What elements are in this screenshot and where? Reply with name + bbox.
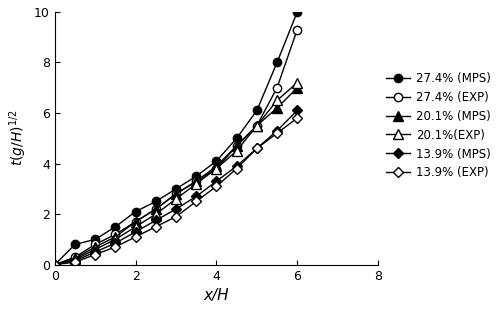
20.1% (MPS): [294, 86, 300, 90]
13.9% (EXP): [254, 147, 260, 150]
13.9% (MPS): [214, 179, 220, 183]
13.9% (MPS): [193, 195, 199, 198]
20.1%(EXP): [214, 167, 220, 170]
20.1%(EXP): [274, 99, 280, 102]
Line: 13.9% (EXP): 13.9% (EXP): [52, 115, 300, 268]
13.9% (EXP): [274, 131, 280, 135]
13.9% (MPS): [52, 263, 58, 267]
27.4% (EXP): [274, 86, 280, 90]
20.1%(EXP): [132, 225, 138, 228]
27.4% (MPS): [153, 200, 159, 203]
27.4% (EXP): [72, 255, 78, 259]
Y-axis label: $t(g/H)^{1/2}$: $t(g/H)^{1/2}$: [7, 110, 28, 166]
13.9% (EXP): [234, 167, 239, 170]
27.4% (MPS): [92, 237, 98, 241]
13.9% (EXP): [112, 245, 118, 249]
27.4% (MPS): [294, 10, 300, 14]
13.9% (MPS): [254, 147, 260, 150]
27.4% (EXP): [234, 144, 239, 148]
13.9% (EXP): [72, 260, 78, 264]
13.9% (MPS): [72, 259, 78, 263]
27.4% (MPS): [234, 136, 239, 140]
13.9% (MPS): [294, 108, 300, 112]
27.4% (MPS): [274, 61, 280, 64]
27.4% (MPS): [72, 242, 78, 246]
20.1%(EXP): [153, 212, 159, 216]
20.1%(EXP): [193, 182, 199, 186]
Line: 20.1% (MPS): 20.1% (MPS): [50, 83, 302, 269]
27.4% (MPS): [193, 174, 199, 178]
20.1%(EXP): [254, 124, 260, 127]
20.1%(EXP): [234, 149, 239, 153]
20.1% (MPS): [92, 245, 98, 249]
27.4% (EXP): [214, 167, 220, 170]
20.1% (MPS): [193, 179, 199, 183]
13.9% (MPS): [132, 230, 138, 234]
20.1% (MPS): [234, 144, 239, 148]
13.9% (EXP): [214, 184, 220, 188]
13.9% (EXP): [132, 235, 138, 239]
27.4% (EXP): [132, 220, 138, 224]
Line: 20.1%(EXP): 20.1%(EXP): [50, 78, 302, 269]
20.1% (MPS): [132, 220, 138, 224]
13.9% (MPS): [234, 164, 239, 168]
13.9% (EXP): [153, 225, 159, 228]
27.4% (EXP): [112, 232, 118, 236]
13.9% (MPS): [153, 219, 159, 222]
X-axis label: x/H: x/H: [204, 288, 230, 303]
20.1%(EXP): [173, 197, 179, 201]
27.4% (EXP): [92, 242, 98, 246]
27.4% (MPS): [254, 108, 260, 112]
20.1%(EXP): [72, 258, 78, 261]
20.1% (MPS): [72, 256, 78, 260]
13.9% (MPS): [92, 250, 98, 254]
Line: 27.4% (EXP): 27.4% (EXP): [50, 25, 302, 269]
13.9% (MPS): [112, 241, 118, 245]
27.4% (MPS): [173, 187, 179, 191]
13.9% (EXP): [173, 215, 179, 219]
13.9% (EXP): [92, 253, 98, 256]
13.9% (EXP): [193, 200, 199, 203]
27.4% (EXP): [153, 207, 159, 211]
13.9% (MPS): [274, 129, 280, 133]
Line: 27.4% (MPS): 27.4% (MPS): [50, 8, 302, 269]
27.4% (EXP): [294, 28, 300, 32]
20.1% (MPS): [173, 192, 179, 196]
20.1% (MPS): [153, 207, 159, 211]
20.1%(EXP): [52, 263, 58, 267]
20.1%(EXP): [112, 237, 118, 241]
20.1% (MPS): [214, 164, 220, 168]
13.9% (EXP): [294, 116, 300, 120]
20.1% (MPS): [112, 235, 118, 239]
Legend: 27.4% (MPS), 27.4% (EXP), 20.1% (MPS), 20.1%(EXP), 13.9% (MPS), 13.9% (EXP): 27.4% (MPS), 27.4% (EXP), 20.1% (MPS), 2…: [384, 69, 493, 182]
27.4% (EXP): [52, 263, 58, 267]
20.1%(EXP): [92, 248, 98, 251]
27.4% (EXP): [254, 124, 260, 127]
20.1% (MPS): [52, 263, 58, 267]
Line: 13.9% (MPS): 13.9% (MPS): [52, 107, 300, 268]
20.1%(EXP): [294, 81, 300, 85]
27.4% (EXP): [193, 179, 199, 183]
20.1% (MPS): [254, 124, 260, 127]
13.9% (MPS): [173, 207, 179, 211]
27.4% (MPS): [52, 263, 58, 267]
27.4% (MPS): [132, 210, 138, 213]
13.9% (EXP): [52, 263, 58, 267]
27.4% (MPS): [112, 225, 118, 228]
27.4% (EXP): [173, 192, 179, 196]
27.4% (MPS): [214, 159, 220, 163]
20.1% (MPS): [274, 106, 280, 110]
